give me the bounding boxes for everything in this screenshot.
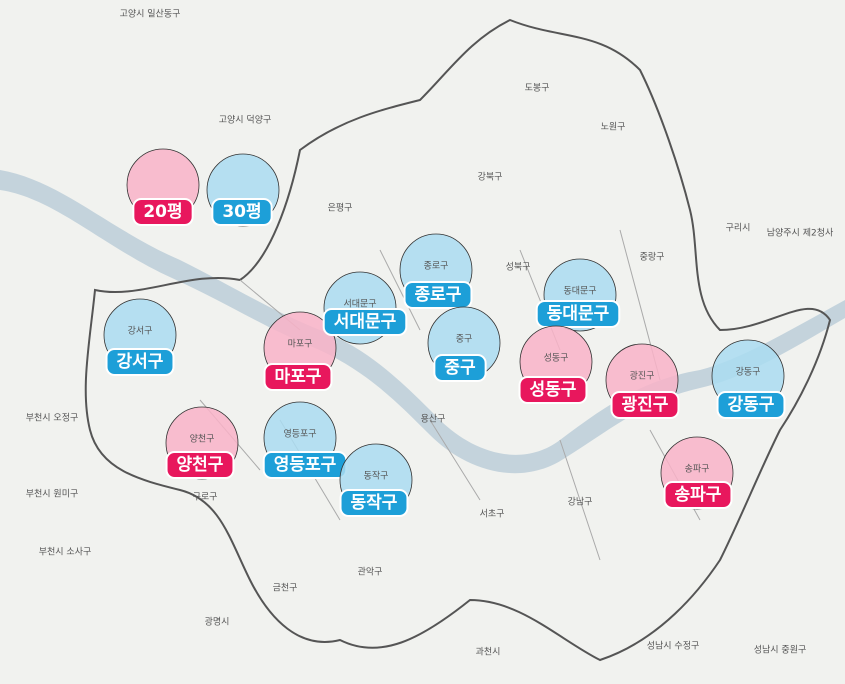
marker-pill	[132, 198, 194, 226]
place-label: 관악구	[358, 566, 383, 578]
city-boundary	[84, 18, 832, 662]
marker-area-label: 강서구	[128, 326, 153, 337]
legend-item: 20평	[126, 148, 200, 226]
place-label: 금천구	[273, 583, 298, 594]
marker-pill	[165, 451, 235, 479]
marker-pill	[433, 354, 487, 382]
marker-label: 광진구	[622, 395, 669, 415]
place-label: 구로구	[193, 492, 218, 503]
marker-pill	[716, 391, 786, 419]
marker-pill	[322, 308, 408, 336]
place-label: 도봉구	[525, 83, 550, 94]
marker-pill	[339, 489, 409, 517]
marker-area-label: 영등포구	[283, 429, 316, 440]
place-label: 성남시 수정구	[647, 641, 700, 652]
marker-area-label: 마포구	[288, 339, 313, 350]
place-label: 구리시	[726, 223, 751, 234]
place-label: 남양주시 제2청사	[767, 228, 834, 239]
marker-label: 중구	[444, 358, 476, 378]
marker-pill	[403, 281, 473, 309]
marker-pill	[535, 300, 621, 328]
marker-area-label: 광진구	[630, 370, 655, 382]
marker-pill	[610, 391, 680, 419]
place-label: 중랑구	[640, 251, 665, 263]
marker-label: 30평	[222, 202, 261, 222]
marker-label: 영등포구	[274, 455, 337, 475]
place-label: 과천시	[476, 647, 501, 658]
place-label: 부천시 원미구	[26, 489, 79, 500]
marker-pill	[518, 376, 588, 404]
marker-label: 서대문구	[334, 312, 397, 332]
place-label: 광명시	[205, 616, 230, 628]
place-label: 노원구	[601, 122, 626, 133]
marker-area-label: 동작구	[364, 471, 389, 482]
marker-label: 종로구	[415, 285, 462, 305]
marker-label: 강서구	[117, 352, 164, 372]
marker-pill	[211, 198, 273, 226]
place-label: 용산구	[421, 414, 446, 425]
marker-label: 동작구	[351, 493, 398, 513]
place-label: 강남구	[568, 497, 593, 508]
place-label: 부천시 소사구	[39, 547, 92, 558]
marker-label: 강동구	[728, 395, 775, 415]
place-label: 서초구	[480, 509, 505, 520]
place-label: 고양시 덕양구	[219, 115, 272, 126]
marker-area-label: 중구	[456, 334, 473, 345]
marker-area-label: 동대문구	[563, 286, 596, 297]
marker-area-label: 송파구	[685, 464, 710, 475]
marker-label: 송파구	[675, 485, 722, 505]
place-label: 은평구	[328, 203, 353, 214]
place-label: 부천시 오정구	[26, 413, 79, 424]
marker-label: 양천구	[177, 455, 224, 475]
legend-item: 30평	[206, 153, 280, 227]
marker-pill	[263, 363, 333, 391]
place-label: 성남시 중원구	[754, 645, 807, 656]
marker-area-label: 종로구	[424, 261, 449, 272]
place-label: 성북구	[506, 262, 531, 273]
marker-area-label: 서대문구	[343, 299, 376, 310]
marker-label: 동대문구	[547, 304, 610, 324]
marker-label: 20평	[143, 202, 182, 222]
place-label: 강북구	[478, 172, 503, 183]
place-label: 고양시 일산동구	[120, 9, 181, 20]
marker-pill	[663, 481, 733, 509]
marker-area-label: 양천구	[190, 434, 215, 445]
marker-area-label: 강동구	[736, 367, 761, 378]
marker-area-label: 성동구	[544, 353, 569, 364]
marker-label: 성동구	[530, 380, 577, 400]
marker-label: 마포구	[275, 367, 322, 387]
markers: 20평 30평강서구강서구마포구마포구서대문구서대문구종로구종로구중구중구동대문구…	[103, 148, 786, 517]
marker-pill	[105, 348, 175, 376]
